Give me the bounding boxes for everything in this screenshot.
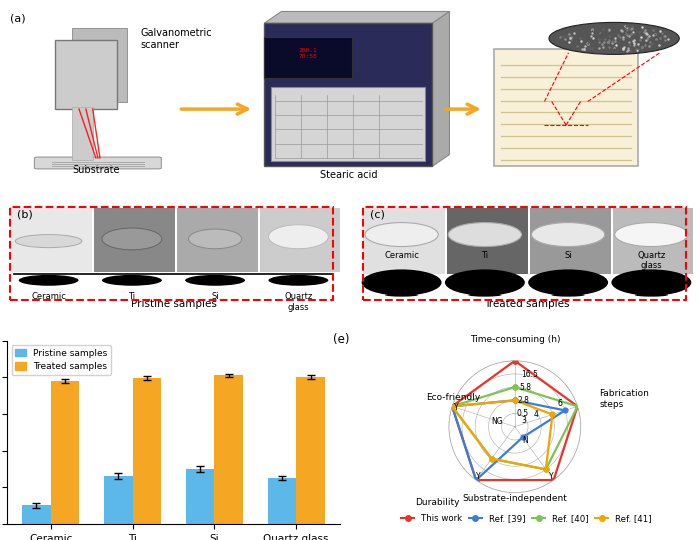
Text: Substrate: Substrate xyxy=(72,165,120,175)
Text: 3: 3 xyxy=(522,416,526,426)
Text: Ti: Ti xyxy=(128,292,135,301)
Text: 5.8: 5.8 xyxy=(519,383,531,392)
Circle shape xyxy=(528,269,608,295)
Text: Fabrication
steps: Fabrication steps xyxy=(599,389,650,409)
Text: 2.8: 2.8 xyxy=(518,396,530,405)
Text: Durability: Durability xyxy=(415,498,460,507)
Text: Substrate-independent: Substrate-independent xyxy=(462,494,567,503)
Legend: Pristine samples, Treated samples: Pristine samples, Treated samples xyxy=(11,345,111,375)
Bar xyxy=(267,478,296,524)
Bar xyxy=(104,476,132,524)
Text: N: N xyxy=(522,436,528,445)
Polygon shape xyxy=(265,11,449,23)
Ellipse shape xyxy=(268,275,328,286)
Circle shape xyxy=(362,269,442,295)
Text: Si: Si xyxy=(211,292,219,301)
FancyBboxPatch shape xyxy=(494,49,638,166)
Text: Y: Y xyxy=(549,472,554,481)
Circle shape xyxy=(365,222,438,247)
Bar xyxy=(260,208,342,272)
Ellipse shape xyxy=(188,229,241,249)
Bar xyxy=(177,208,258,272)
Text: Y: Y xyxy=(476,472,481,481)
FancyBboxPatch shape xyxy=(34,157,161,169)
Ellipse shape xyxy=(268,225,328,249)
Circle shape xyxy=(549,22,679,55)
Text: Eco-friendly: Eco-friendly xyxy=(426,393,480,402)
Ellipse shape xyxy=(635,293,668,296)
Legend: This work, Ref. [39], Ref. [40], Ref. [41]: This work, Ref. [39], Ref. [40], Ref. [4… xyxy=(398,511,655,527)
Ellipse shape xyxy=(19,275,78,286)
Text: Pristine samples: Pristine samples xyxy=(131,299,216,309)
Bar xyxy=(363,207,686,300)
Bar xyxy=(10,207,333,300)
Text: 0.5: 0.5 xyxy=(517,409,528,418)
Text: (c): (c) xyxy=(370,210,385,219)
Text: Quartz
glass: Quartz glass xyxy=(284,292,312,312)
Circle shape xyxy=(615,222,688,247)
FancyBboxPatch shape xyxy=(265,37,352,78)
FancyBboxPatch shape xyxy=(72,107,92,160)
Bar xyxy=(94,208,175,272)
Ellipse shape xyxy=(102,275,162,286)
Text: Treated samples: Treated samples xyxy=(484,299,569,309)
FancyBboxPatch shape xyxy=(72,28,127,103)
Circle shape xyxy=(531,222,605,247)
Text: 16.5: 16.5 xyxy=(522,370,538,379)
Text: Stearic acid: Stearic acid xyxy=(319,170,377,180)
Text: Quartz
glass: Quartz glass xyxy=(637,251,666,271)
Bar xyxy=(296,377,325,524)
Text: 4: 4 xyxy=(533,410,538,420)
Circle shape xyxy=(448,222,522,247)
FancyBboxPatch shape xyxy=(265,23,433,166)
Bar xyxy=(22,505,51,524)
Text: Galvanometric
scanner: Galvanometric scanner xyxy=(141,28,212,50)
Text: (b): (b) xyxy=(17,210,33,219)
Bar xyxy=(613,208,694,274)
Text: Ti: Ti xyxy=(482,251,489,260)
Circle shape xyxy=(611,269,692,295)
Text: Ceramic: Ceramic xyxy=(384,251,419,260)
Text: Y: Y xyxy=(454,403,458,412)
Text: Time-consuming (h): Time-consuming (h) xyxy=(470,335,560,344)
Text: 200.1
70:58: 200.1 70:58 xyxy=(299,48,317,59)
Ellipse shape xyxy=(15,234,82,248)
Ellipse shape xyxy=(102,228,162,250)
Ellipse shape xyxy=(468,293,501,296)
Ellipse shape xyxy=(186,275,245,286)
Text: NG: NG xyxy=(491,416,503,426)
Text: Si: Si xyxy=(564,251,572,260)
FancyBboxPatch shape xyxy=(271,87,426,161)
Ellipse shape xyxy=(385,293,419,296)
Ellipse shape xyxy=(552,293,584,296)
Bar xyxy=(186,469,214,524)
Bar xyxy=(51,381,79,524)
Bar xyxy=(530,208,611,274)
Bar xyxy=(447,208,528,274)
Circle shape xyxy=(445,269,525,295)
Bar xyxy=(10,208,92,272)
Bar xyxy=(363,208,445,274)
Bar xyxy=(132,378,161,524)
Polygon shape xyxy=(433,11,449,166)
Text: Ceramic: Ceramic xyxy=(32,292,66,301)
Text: (e): (e) xyxy=(333,333,350,346)
FancyBboxPatch shape xyxy=(55,40,117,109)
Bar xyxy=(214,375,243,524)
Text: (a): (a) xyxy=(10,13,26,23)
Text: 6: 6 xyxy=(557,399,562,408)
